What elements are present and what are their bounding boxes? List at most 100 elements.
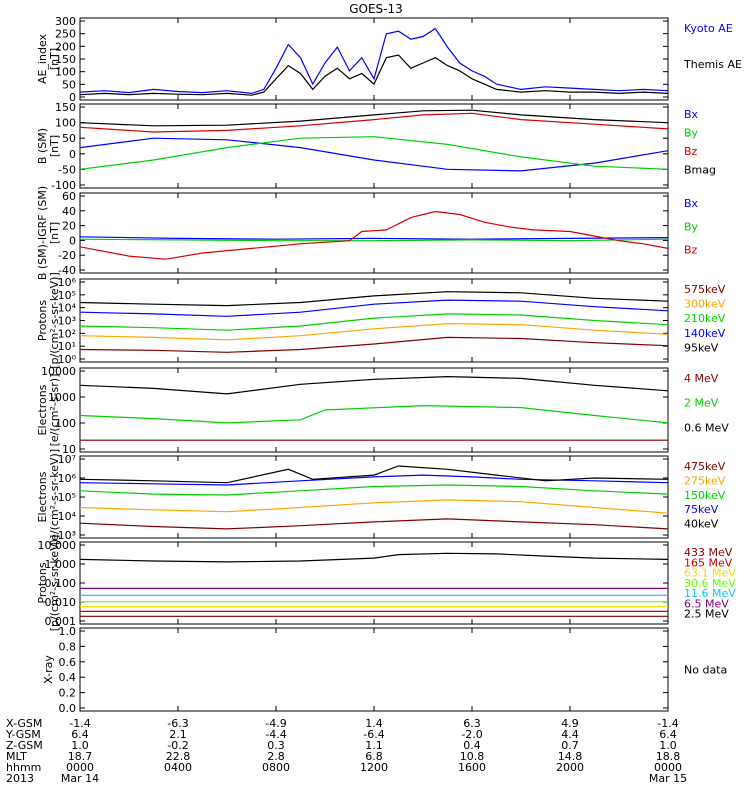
no-data-label: No data: [684, 664, 727, 677]
legend-63-1-mev: 63.1 MeV: [684, 567, 736, 580]
ephemeris-value: 10.8: [460, 750, 485, 763]
ephemeris-value: 6.4: [659, 728, 677, 741]
y-tick-label: 0.100: [45, 577, 77, 590]
y-tick-label: 10⁵: [58, 289, 76, 302]
y-tick-label: -50: [58, 163, 76, 176]
y-tick-label: 100: [55, 66, 76, 79]
y-axis-label: [nT]: [48, 222, 61, 244]
y-tick-label: 150: [55, 101, 76, 114]
series-line-bx: [79, 236, 669, 240]
y-tick-label: 0: [69, 234, 76, 247]
y-axis-label: [p/(cm²-s-sr-keV)]: [48, 535, 61, 632]
series-line-bx: [79, 137, 669, 172]
y-tick-label: 10³: [58, 315, 76, 328]
y-axis-label: Protons: [36, 300, 49, 341]
y-tick-label: 50: [62, 132, 76, 145]
ephemeris-value: 4.9: [561, 717, 579, 730]
y-axis-label: Electrons: [36, 384, 49, 435]
y-axis-label: [nT]: [48, 48, 61, 70]
series-line-75kev: [79, 474, 669, 486]
panel-frame: [79, 627, 669, 712]
y-tick-label: 10⁶: [58, 276, 77, 289]
legend-40kev: 40keV: [684, 518, 719, 531]
y-axis-label: X-ray: [42, 655, 55, 684]
ephemeris-value: 6.8: [365, 750, 383, 763]
ephemeris-value: 1.0: [659, 739, 677, 752]
legend-2-5-mev: 2.5 MeV: [684, 608, 729, 621]
legend-575kev: 575keV: [684, 283, 726, 296]
series-line-210kev: [79, 313, 669, 331]
legend-6-5-mev: 6.5 MeV: [684, 597, 729, 610]
legend-2-mev: 2 MeV: [684, 397, 719, 410]
ephemeris-value: -1.4: [657, 717, 678, 730]
legend-bx: Bx: [684, 108, 699, 121]
y-tick-label: 10⁷: [58, 453, 76, 466]
panel-frame: [79, 455, 669, 539]
series-line-300kev: [79, 322, 669, 341]
y-tick-label: 10³: [58, 529, 76, 542]
legend-by: By: [684, 220, 699, 233]
y-tick-label: 200: [55, 40, 76, 53]
y-tick-label: 0.6: [59, 656, 77, 669]
series-line-bz: [79, 210, 669, 260]
y-tick-label: 1000: [48, 391, 76, 404]
panel-bsm: 150 100 50 0 -50 -100 B (SM) [nT] Bx By Bz Bmag: [36, 101, 716, 192]
y-tick-label: 20: [62, 220, 76, 233]
ephemeris-value: 1.4: [365, 717, 383, 730]
ephemeris-value: -4.4: [265, 728, 286, 741]
series-line-bmag: [79, 109, 669, 127]
legend-by: By: [684, 127, 699, 140]
ephemeris-value: 2.8: [267, 750, 285, 763]
ephemeris-value: 1200: [360, 761, 388, 774]
ephemeris-value: Mar 15: [649, 772, 687, 785]
y-tick-label: 0.001: [45, 615, 77, 628]
y-axis-label: AE_index: [36, 33, 49, 84]
ephemeris-value: 2.1: [169, 728, 187, 741]
legend-300kev: 300keV: [684, 298, 726, 311]
ephemeris-value: 6.4: [71, 728, 89, 741]
legend-kyoto-ae: Kyoto AE: [684, 22, 733, 35]
legend-bz: Bz: [684, 244, 698, 257]
y-tick-label: 1.000: [45, 558, 77, 571]
ephemeris-value: 4.4: [561, 728, 579, 741]
y-tick-label: 10⁰: [58, 353, 77, 366]
y-tick-label: 60: [62, 190, 76, 203]
ephemeris-value: 18.7: [68, 750, 93, 763]
series-line-575kev: [79, 336, 669, 353]
legend-0-6-mev: 0.6 MeV: [684, 421, 729, 434]
series-line-475kev: [79, 518, 669, 530]
legend-bz: Bz: [684, 145, 698, 158]
ephemeris-value: Mar 14: [61, 772, 99, 785]
ephemeris-value: -2.0: [461, 728, 482, 741]
legend-433-mev: 433 MeV: [684, 546, 733, 559]
series-line-140kev: [79, 299, 669, 317]
series-line-by: [79, 136, 669, 170]
y-axis-label: B (SM)-IGRF (SM): [36, 186, 49, 280]
series-line-275kev: [79, 499, 669, 514]
ephemeris-value: 18.8: [656, 750, 681, 763]
y-tick-label: 150: [55, 53, 76, 66]
ephemeris-value: 6.3: [463, 717, 481, 730]
y-tick-label: 10.000: [38, 539, 77, 552]
legend-95kev: 95keV: [684, 341, 719, 354]
series-line-by: [79, 238, 669, 242]
y-tick-label: 10000: [41, 365, 76, 378]
series-line-40kev: [79, 465, 669, 484]
panel-electrons_mev: 10000 1000 100 10 Electrons [e/(cm²-s-sr)] 4 M…: [36, 365, 729, 456]
ephemeris-value: 0.4: [463, 739, 481, 752]
legend-bmag: Bmag: [684, 164, 716, 177]
series-line-150kev: [79, 484, 669, 496]
legend-11-6-mev: 11.6 MeV: [684, 587, 736, 600]
panel-frame: [79, 367, 669, 453]
y-tick-label: 0.0: [59, 702, 77, 715]
ephemeris-value: 0400: [164, 761, 192, 774]
y-tick-label: 100: [55, 417, 76, 430]
y-tick-label: 0.4: [59, 671, 77, 684]
panel-protons_kev: 10.000 1.000 0.100 0.010 0.001 Protons [p/(cm²…: [36, 535, 736, 632]
ephemeris-value: -6.4: [363, 728, 384, 741]
y-tick-label: 10¹: [58, 340, 76, 353]
ephemeris-value: -1.4: [69, 717, 90, 730]
y-tick-label: 1.0: [59, 625, 77, 638]
series-line-2-mev: [79, 404, 669, 424]
legend-210kev: 210keV: [684, 312, 726, 325]
